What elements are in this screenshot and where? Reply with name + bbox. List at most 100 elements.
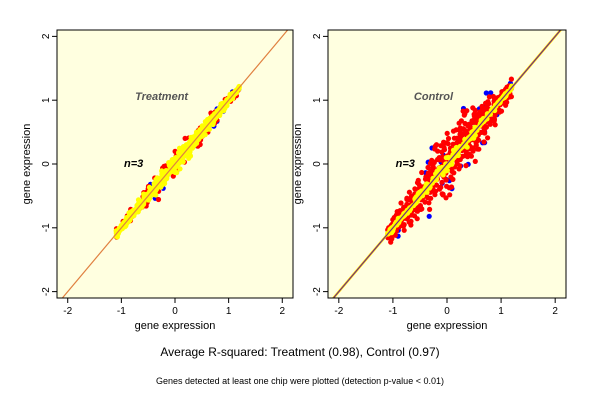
y-tick-label: 1 <box>312 97 323 103</box>
data-point-red <box>437 184 443 190</box>
data-point-blue <box>426 213 432 219</box>
data-point-yellow <box>236 83 242 90</box>
data-point-red <box>474 146 480 152</box>
data-point-red <box>485 135 491 141</box>
x-axis-label: gene expression <box>135 320 216 332</box>
x-tick-label: 1 <box>498 306 504 317</box>
data-point-yellow <box>141 199 147 205</box>
sample-size-label: n=3 <box>396 158 415 170</box>
data-point-red <box>463 152 469 158</box>
x-tick-label: 2 <box>552 306 558 317</box>
data-point-yellow <box>148 186 154 192</box>
data-point-red <box>433 142 440 148</box>
data-point-red <box>406 189 412 195</box>
data-point-red <box>479 103 485 109</box>
identity-line <box>61 30 289 298</box>
y-tick-label: -2 <box>41 287 52 296</box>
data-point-red <box>462 128 468 134</box>
x-tick-label: 0 <box>172 306 178 317</box>
data-point-red <box>408 222 414 228</box>
data-point-red <box>414 216 420 222</box>
panel-control: -2 -1 0 1 2 -2 -1 0 1 2 gene expression gene expres… <box>292 29 567 332</box>
sample-size-label: n=3 <box>124 158 143 170</box>
data-point-red <box>415 180 421 186</box>
data-point-red <box>472 116 478 122</box>
data-point-red <box>182 135 188 141</box>
data-point-red <box>435 148 441 154</box>
data-point-red <box>503 102 509 108</box>
data-point-red <box>481 139 487 145</box>
data-point-red <box>447 192 453 198</box>
data-point-red <box>443 177 449 183</box>
y-tick-label: 1 <box>41 97 52 103</box>
data-point-yellow <box>153 192 159 198</box>
data-point-yellow <box>445 154 451 160</box>
data-point-yellow <box>224 98 230 104</box>
figure-footnote: Genes detected at least one chip were pl… <box>156 376 444 386</box>
data-point-red <box>417 203 423 209</box>
data-point-yellow <box>146 196 152 203</box>
data-point-red <box>438 143 444 149</box>
y-tick-label: 2 <box>41 33 52 39</box>
y-tick-label: 0 <box>312 161 323 167</box>
data-point-red <box>155 196 162 203</box>
panel-title: Treatment <box>135 91 189 103</box>
data-point-blue <box>488 90 494 96</box>
y-tick-label: -2 <box>312 287 323 296</box>
y-axis-label: gene expression <box>21 124 33 205</box>
data-point-red <box>457 125 463 131</box>
data-point-red <box>388 239 394 245</box>
data-point-red <box>398 200 404 206</box>
data-point-red <box>433 182 440 188</box>
y-tick-label: 2 <box>312 33 323 39</box>
data-point-red <box>425 164 431 171</box>
data-point-red <box>457 131 463 137</box>
data-point-red <box>430 164 436 170</box>
data-point-yellow <box>180 159 186 165</box>
data-point-red <box>445 135 452 142</box>
x-tick-label: 2 <box>279 306 285 317</box>
data-point-red <box>408 218 414 224</box>
x-tick-label: -2 <box>334 306 343 317</box>
data-point-red <box>508 76 514 82</box>
data-points <box>61 30 289 298</box>
data-point-red <box>422 199 428 205</box>
data-point-yellow <box>176 155 182 161</box>
data-point-yellow <box>179 147 186 153</box>
data-point-red <box>427 172 433 178</box>
x-tick-label: -1 <box>388 306 397 317</box>
data-point-yellow <box>159 168 165 174</box>
data-point-red <box>404 196 410 202</box>
y-tick-label: -1 <box>312 223 323 232</box>
y-tick-label: -1 <box>41 223 52 232</box>
data-point-red <box>455 136 462 142</box>
data-point-red <box>412 186 418 192</box>
data-point-red <box>427 206 433 212</box>
data-point-red <box>451 170 457 176</box>
data-point-yellow <box>135 197 142 203</box>
data-point-red <box>456 120 462 126</box>
panel-title: Control <box>414 91 454 103</box>
data-point-red <box>426 200 432 206</box>
y-tick-label: 0 <box>41 161 52 167</box>
data-point-red <box>440 191 446 197</box>
data-point-red <box>392 232 398 238</box>
x-axis-label: gene expression <box>407 320 488 332</box>
data-point-red <box>432 192 438 198</box>
data-point-red <box>401 227 407 233</box>
data-point-red <box>445 141 451 147</box>
data-point-red <box>470 105 476 111</box>
data-point-red <box>401 222 407 228</box>
data-point-red <box>487 121 493 127</box>
data-point-red <box>439 149 445 155</box>
data-point-red <box>462 120 468 127</box>
data-point-red <box>481 127 487 133</box>
data-point-yellow <box>168 166 175 172</box>
data-point-red <box>431 159 437 166</box>
data-point-yellow <box>187 151 193 157</box>
data-point-red <box>486 94 492 100</box>
data-point-red <box>491 118 497 124</box>
figure-caption: Average R-squared: Treatment (0.98), Con… <box>160 345 439 359</box>
